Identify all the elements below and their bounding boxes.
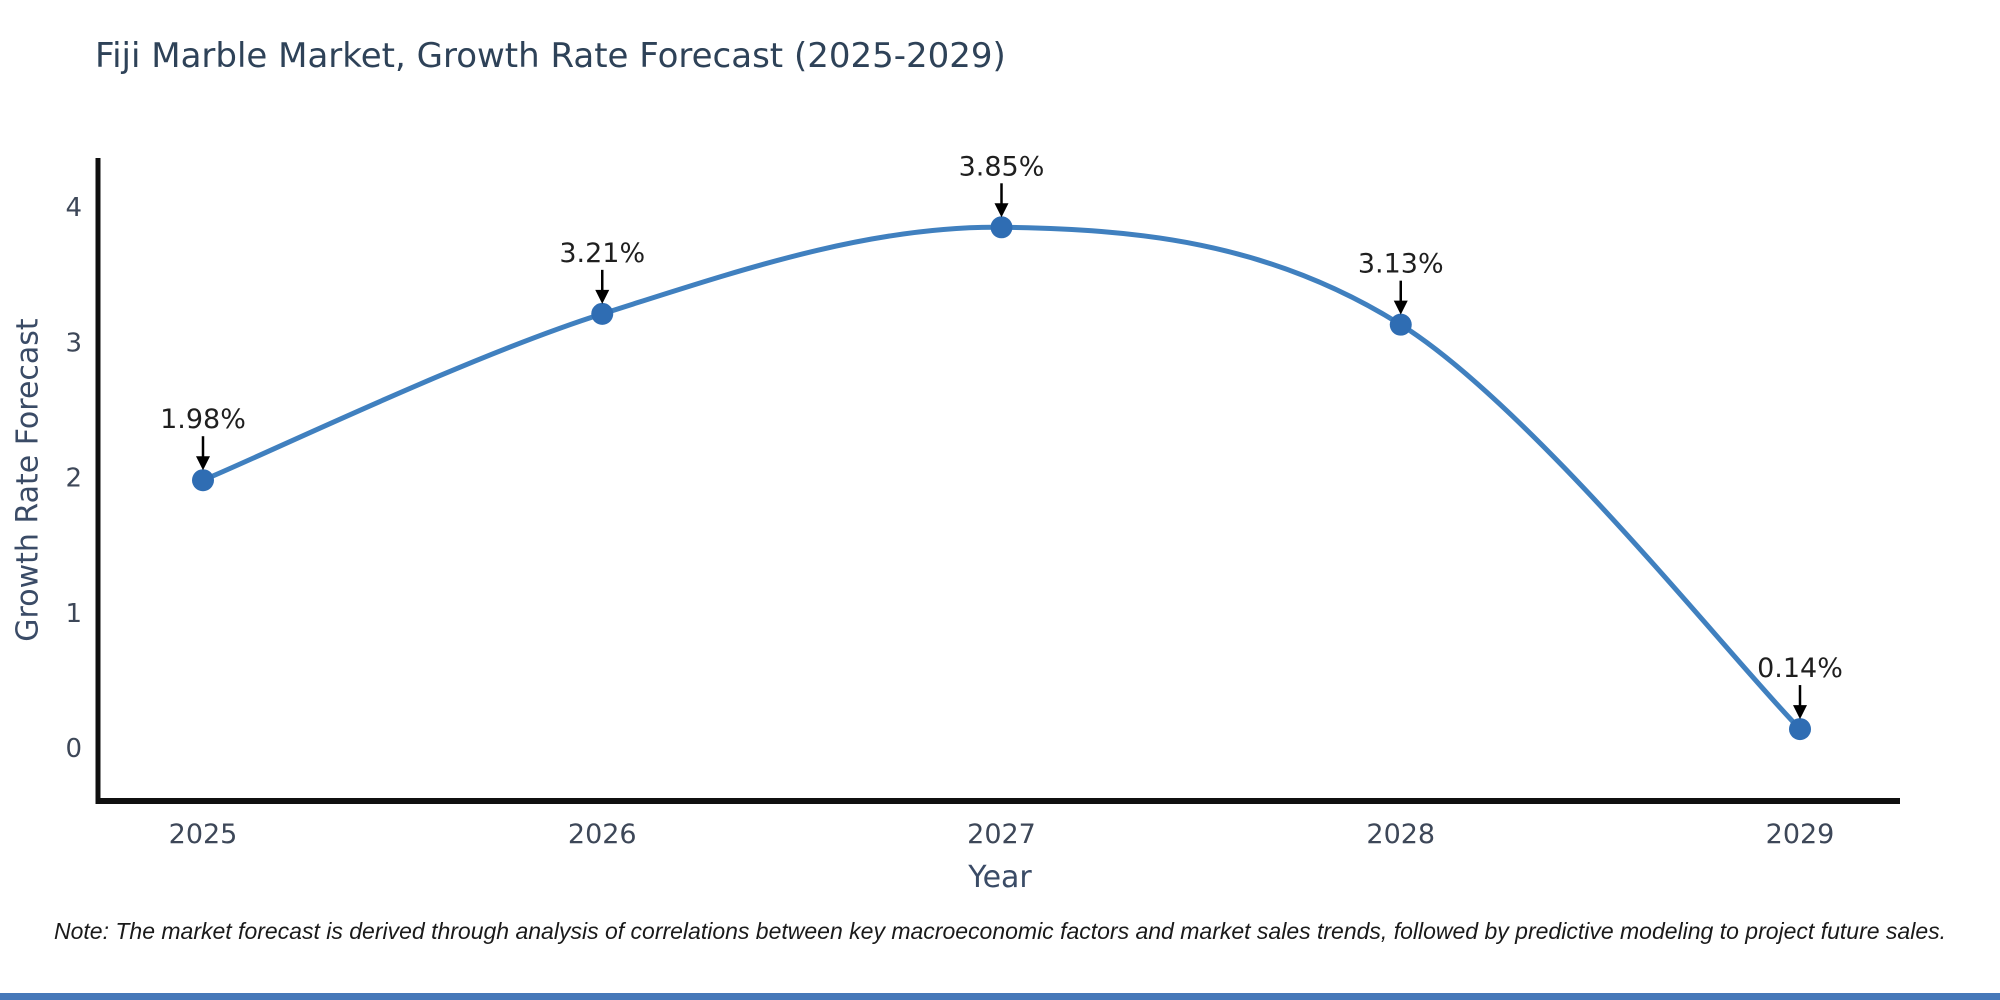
point-value-label: 3.85% — [959, 151, 1045, 182]
x-tick-label: 2028 — [1366, 819, 1435, 850]
annotation-arrowhead-icon — [1793, 705, 1807, 720]
forecast-line — [200, 224, 1803, 732]
annotation-arrowhead-icon — [595, 289, 610, 304]
footnote-text: Note: The market forecast is derived thr… — [53, 918, 1947, 944]
annotation-arrowhead-icon — [196, 456, 210, 471]
data-point-marker — [990, 216, 1013, 239]
annotation-arrowhead-icon — [1393, 300, 1408, 315]
data-point-marker — [1789, 718, 1811, 741]
y-axis-title: Growth Rate Forecast — [10, 318, 46, 642]
point-value-label: 3.21% — [559, 238, 645, 269]
point-value-label: 3.13% — [1358, 249, 1444, 280]
y-tick-label: 2 — [65, 464, 82, 494]
data-point-marker — [192, 469, 214, 492]
y-tick-label: 3 — [65, 328, 82, 358]
y-tick-label: 1 — [65, 599, 82, 629]
data-point-marker — [591, 302, 614, 325]
chart-title: Fiji Marble Market, Growth Rate Forecast… — [95, 36, 1006, 76]
footer-accent-bar — [0, 993, 2000, 1000]
data-point-marker — [1389, 313, 1412, 336]
y-tick-label: 0 — [65, 734, 82, 764]
x-tick-label: 2025 — [169, 819, 238, 850]
annotation-arrowhead-icon — [994, 203, 1009, 218]
x-axis-title: Year — [968, 860, 1032, 895]
x-tick-label: 2026 — [568, 819, 637, 850]
x-tick-label: 2029 — [1766, 819, 1835, 850]
point-value-label: 1.98% — [160, 404, 246, 435]
y-tick-label: 4 — [65, 193, 82, 223]
point-value-label: 0.14% — [1757, 653, 1843, 684]
x-tick-label: 2027 — [967, 819, 1036, 850]
